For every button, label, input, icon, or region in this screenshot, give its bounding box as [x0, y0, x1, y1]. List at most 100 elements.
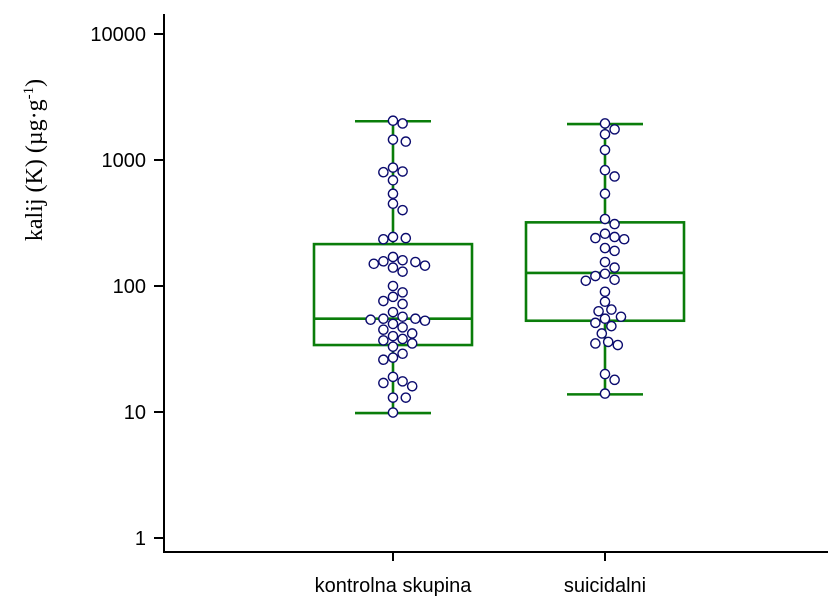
data-point: [397, 376, 408, 387]
data-point: [397, 204, 408, 216]
data-point: [387, 371, 399, 383]
data-point: [599, 296, 611, 308]
data-point: [387, 352, 399, 363]
data-point: [599, 144, 611, 156]
data-point: [397, 298, 408, 310]
data-point: [397, 254, 408, 266]
data-point: [609, 274, 620, 286]
data-point: [365, 314, 376, 326]
y-axis-title-tail: ): [22, 79, 48, 87]
x-tick-label-suicidalni: suicidalni: [564, 575, 646, 597]
data-point: [378, 354, 389, 366]
box-group-kontrolna-skupina: [312, 115, 474, 418]
data-point: [387, 392, 399, 403]
data-point: [368, 258, 380, 270]
data-point: [599, 118, 611, 129]
data-point: [378, 256, 389, 267]
data-point: [397, 348, 408, 360]
data-point: [599, 388, 611, 399]
data-point: [599, 128, 611, 140]
data-point: [615, 311, 627, 323]
data-point: [378, 377, 389, 389]
data-point: [378, 335, 389, 346]
data-point: [609, 231, 620, 243]
data-point: [419, 260, 431, 271]
data-point: [406, 338, 418, 349]
data-point: [397, 118, 408, 129]
data-point: [609, 245, 620, 257]
data-point: [609, 171, 620, 182]
data-point: [609, 124, 620, 135]
data-point: [387, 162, 399, 173]
data-point: [599, 164, 611, 176]
data-point: [387, 134, 399, 145]
data-point: [612, 339, 624, 351]
data-point: [387, 318, 399, 330]
y-tick-label: 10: [124, 402, 146, 424]
data-point: [606, 304, 617, 315]
data-point: [387, 330, 399, 342]
x-axis: kontrolna skupina suicidalni: [163, 551, 828, 597]
data-point: [618, 233, 630, 245]
data-point: [599, 313, 611, 325]
data-point: [387, 198, 399, 209]
data-point: [410, 256, 421, 268]
data-point: [599, 368, 611, 380]
data-point: [387, 341, 399, 352]
data-point: [387, 175, 399, 186]
y-tick-label: 100: [113, 276, 146, 298]
y-axis-title: kalij (K) (µg·g-1): [21, 79, 48, 241]
data-point: [590, 338, 601, 349]
data-point: [410, 313, 421, 325]
data-point: [397, 311, 408, 323]
data-point: [387, 291, 399, 303]
data-point: [609, 262, 620, 273]
data-point: [400, 232, 412, 244]
data-point: [593, 305, 604, 317]
data-point: [387, 262, 399, 273]
data-point: [606, 320, 617, 332]
y-axis-ticks: 1 10 100 1000 10000: [90, 24, 164, 550]
data-point: [609, 218, 620, 230]
box-plots: [312, 115, 686, 418]
data-point: [602, 336, 614, 348]
data-point: [599, 286, 611, 298]
y-axis-title-main: kalij (K) (µg·g: [22, 99, 48, 241]
data-point: [387, 306, 399, 318]
data-point: [400, 136, 412, 147]
data-point: [397, 333, 408, 345]
data-point: [397, 287, 408, 298]
data-point: [590, 232, 601, 244]
data-point: [387, 251, 399, 263]
data-point: [378, 233, 389, 245]
data-point: [400, 392, 412, 403]
data-point: [397, 266, 408, 277]
y-tick-label: 1: [135, 528, 146, 550]
data-point: [609, 374, 620, 386]
data-point: [387, 115, 399, 127]
data-point: [599, 228, 611, 240]
data-point: [599, 268, 611, 280]
data-point: [387, 407, 399, 418]
y-tick-label: 10000: [90, 24, 146, 46]
data-point: [387, 231, 399, 243]
data-point: [378, 324, 389, 335]
data-point: [397, 166, 408, 177]
y-axis-title-superscript: -1: [21, 87, 37, 100]
data-point: [599, 188, 611, 200]
data-point: [397, 322, 408, 333]
data-point: [599, 256, 611, 268]
x-tick-label-kontrolna-skupina: kontrolna skupina: [315, 575, 473, 597]
data-point: [580, 275, 592, 287]
data-point: [378, 295, 389, 307]
y-tick-label: 1000: [102, 150, 147, 172]
data-point: [590, 317, 601, 329]
data-point: [599, 213, 611, 225]
data-point: [419, 315, 431, 327]
data-point: [590, 270, 601, 282]
data-point: [596, 328, 608, 339]
data-point: [387, 188, 399, 200]
y-axis: 1 10 100 1000 10000: [90, 14, 165, 552]
data-point: [599, 242, 611, 254]
